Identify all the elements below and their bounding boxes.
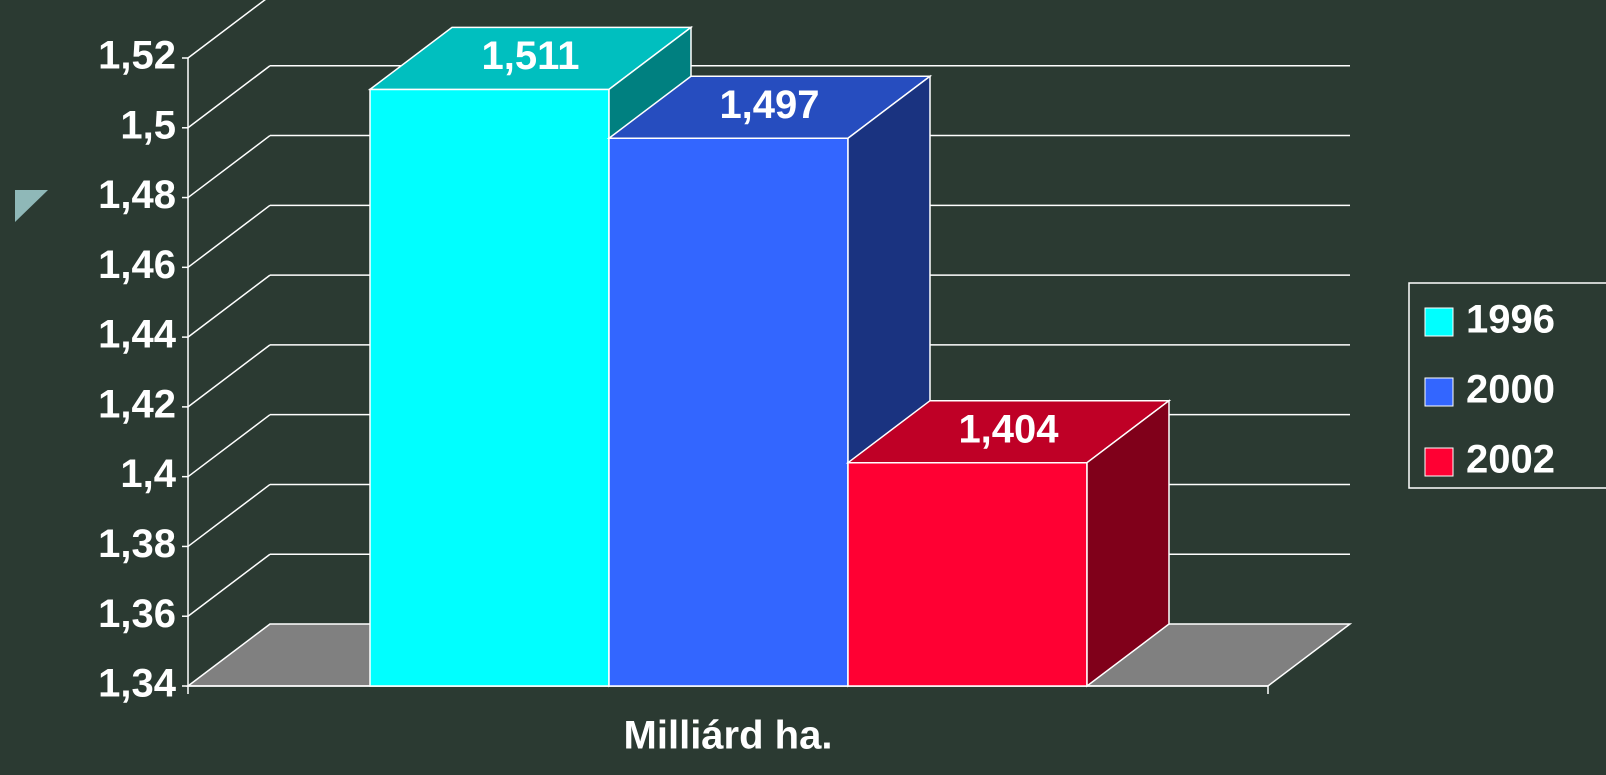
legend-label: 1996 [1466,298,1555,342]
y-tick-label: 1,42 [98,382,176,426]
legend-swatch [1424,447,1454,477]
legend-label: 2002 [1466,438,1555,482]
grid-diagonal [187,65,271,129]
y-tick-label: 1,5 [120,103,176,147]
grid-diagonal [187,134,271,199]
legend-swatch [1424,307,1454,337]
data-label: 1,511 [482,34,580,78]
bullet [15,190,48,222]
data-label: 1,404 [958,407,1059,451]
grid-diagonal [187,483,271,548]
grid-diagonal [187,344,271,408]
bar-front [847,461,1088,687]
grid-diagonal [187,414,271,478]
bar-side [1086,399,1170,688]
y-tick-label: 1,34 [98,662,177,706]
y-tick-label: 1,46 [98,243,176,287]
grid-diagonal [187,274,271,338]
y-tick-label: 1,38 [98,522,176,566]
grid-diagonal [187,204,271,268]
y-tick-label: 1,36 [98,592,176,636]
data-label: 1,497 [719,83,819,127]
grid-diagonal [187,0,266,59]
y-tick-label: 1,48 [98,173,176,217]
y-tick-label: 1,4 [120,452,176,496]
bar-front [369,88,610,687]
y-tick-label: 1,44 [98,313,177,357]
legend-box [1408,282,1606,489]
grid-diagonal [187,553,271,617]
legend-swatch [1424,377,1454,407]
bar-front [608,137,849,687]
y-tick-label: 1,52 [98,34,176,78]
x-axis-label: Milliárd ha. [624,714,833,758]
legend-label: 2000 [1466,368,1555,412]
